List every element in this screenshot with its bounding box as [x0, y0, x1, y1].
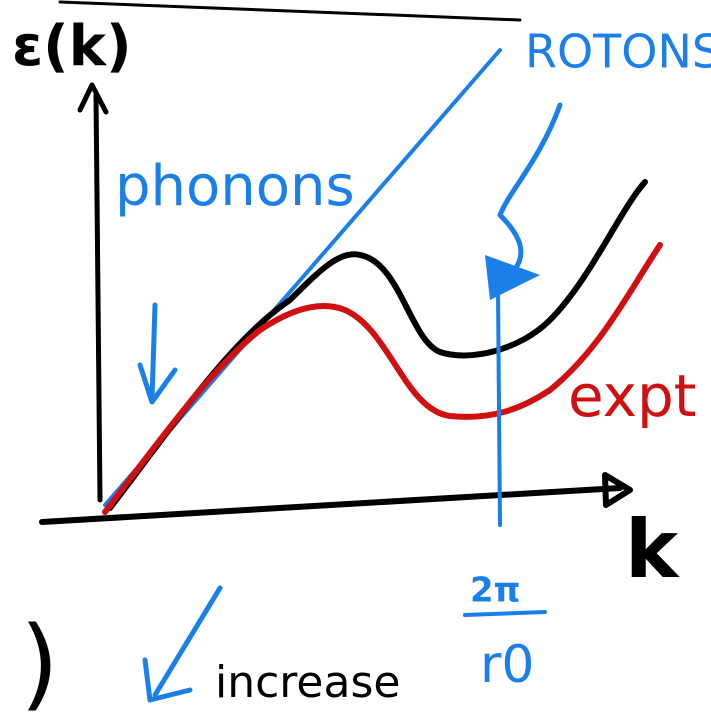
momentum-axis-label: k: [625, 503, 680, 596]
roton-numerator: 2π: [470, 571, 521, 611]
experiment-label: expt: [568, 362, 697, 430]
increase-arrow: [142, 585, 223, 703]
energy-axis-label: ε(k): [12, 14, 132, 79]
increase-label: increase: [215, 657, 400, 708]
phonons-label: phonons: [115, 154, 355, 219]
y-axis: [77, 82, 109, 503]
rotons-label: ROTONS: [525, 25, 711, 79]
paren: ): [20, 604, 59, 721]
roton-denominator: r0: [480, 635, 534, 695]
roton-marker: [496, 288, 502, 527]
phonon-arrow: [137, 302, 178, 405]
x-axis: [39, 472, 633, 525]
frame-line: [58, 0, 522, 22]
roton-arrow: [497, 102, 563, 278]
experiment-curve: [102, 242, 663, 515]
fraction-bar: [463, 610, 547, 617]
